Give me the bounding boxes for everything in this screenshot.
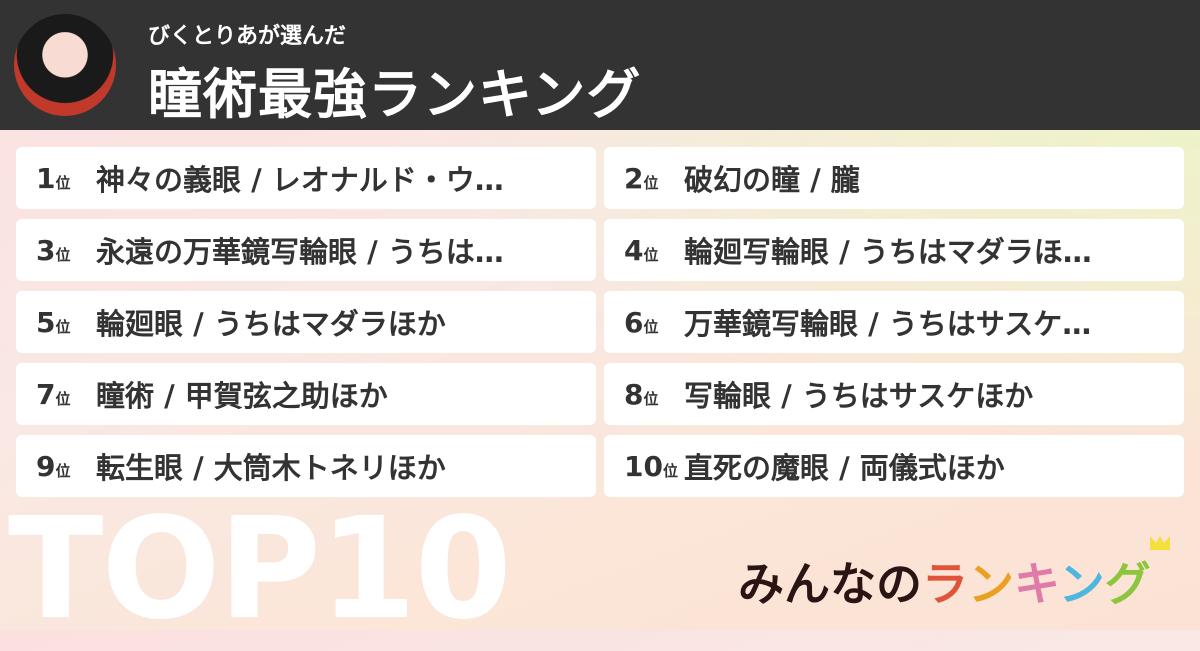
- ranking-item[interactable]: 2位 破幻の瞳 / 朧: [604, 147, 1184, 209]
- item-name: 万華鏡写輪眼 / うちはサスケ…: [684, 307, 1092, 341]
- item-name: 神々の義眼 / レオナルド・ウ…: [96, 163, 504, 197]
- rank-number: 10位: [624, 449, 678, 483]
- logo-char: ン: [1058, 557, 1105, 611]
- logo-char: キ: [1014, 557, 1059, 611]
- ranking-item[interactable]: 1位 神々の義眼 / レオナルド・ウ…: [16, 147, 596, 209]
- site-logo[interactable]: みんなのランキング: [738, 548, 1151, 614]
- rank-number: 6位: [624, 305, 659, 339]
- rank-number: 4位: [624, 233, 659, 267]
- logo-char: グ: [1104, 557, 1151, 611]
- item-name: 転生眼 / 大筒木トネリほか: [96, 451, 446, 485]
- header: びくとりあが選んだ 瞳術最強ランキング: [0, 0, 1200, 130]
- rank-number: 3位: [36, 233, 71, 267]
- rank-number: 5位: [36, 305, 71, 339]
- top10-label: TOP10: [8, 488, 512, 651]
- item-name: 破幻の瞳 / 朧: [684, 163, 860, 197]
- avatar: [14, 14, 116, 116]
- rank-number: 7位: [36, 377, 71, 411]
- rank-number: 2位: [624, 161, 659, 195]
- logo-char: ラ: [922, 557, 968, 611]
- subtitle: びくとりあが選んだ: [148, 24, 347, 49]
- rank-number: 1位: [36, 161, 71, 195]
- logo-char: ン: [968, 557, 1014, 611]
- ranking-item[interactable]: 5位 輪廻眼 / うちはマダラほか: [16, 291, 596, 353]
- item-name: 輪廻写輪眼 / うちはマダラほ…: [684, 235, 1092, 269]
- logo-text: みんなの: [738, 557, 922, 611]
- item-name: 直死の魔眼 / 両儀式ほか: [684, 451, 1005, 485]
- rank-number: 9位: [36, 449, 71, 483]
- ranking-item[interactable]: 9位 転生眼 / 大筒木トネリほか: [16, 435, 596, 497]
- ranking-item[interactable]: 10位 直死の魔眼 / 両儀式ほか: [604, 435, 1184, 497]
- rank-number: 8位: [624, 377, 659, 411]
- item-name: 永遠の万華鏡写輪眼 / うちは…: [96, 235, 504, 269]
- ranking-item[interactable]: 7位 瞳術 / 甲賀弦之助ほか: [16, 363, 596, 425]
- ranking-item[interactable]: 4位 輪廻写輪眼 / うちはマダラほ…: [604, 219, 1184, 281]
- ranking-item[interactable]: 3位 永遠の万華鏡写輪眼 / うちは…: [16, 219, 596, 281]
- item-name: 写輪眼 / うちはサスケほか: [684, 379, 1034, 413]
- item-name: 輪廻眼 / うちはマダラほか: [96, 307, 446, 341]
- page-title: 瞳術最強ランキング: [148, 63, 642, 126]
- item-name: 瞳術 / 甲賀弦之助ほか: [96, 379, 388, 413]
- ranking-item[interactable]: 6位 万華鏡写輪眼 / うちはサスケ…: [604, 291, 1184, 353]
- ranking-item[interactable]: 8位 写輪眼 / うちはサスケほか: [604, 363, 1184, 425]
